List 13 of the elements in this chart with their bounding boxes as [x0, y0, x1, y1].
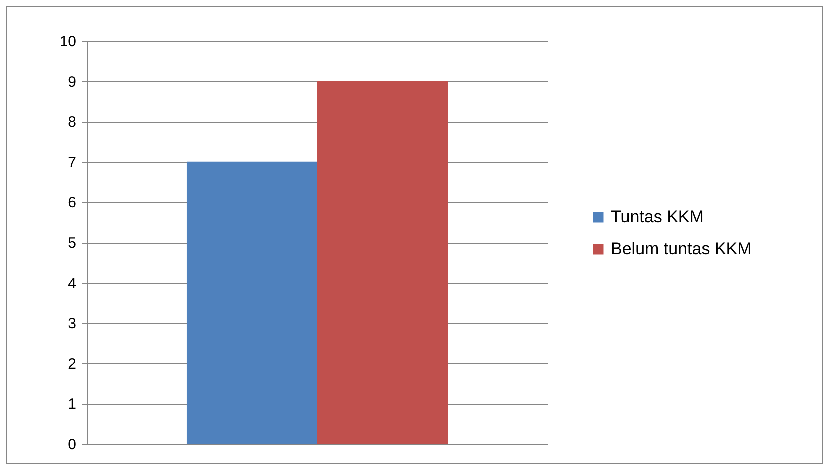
y-tick-label: 10 — [60, 34, 76, 50]
y-tick-label: 4 — [68, 275, 76, 292]
legend-label: Belum tuntas KKM — [611, 240, 752, 258]
y-tick-label: 1 — [68, 396, 76, 414]
legend-label: Tuntas KKM — [611, 208, 704, 226]
y-tick-label: 0 — [68, 436, 76, 454]
y-tick-label: 7 — [68, 154, 76, 172]
y-tick-label: 6 — [68, 194, 76, 212]
y-tick-label: 5 — [68, 235, 76, 252]
y-tick-label: 3 — [68, 316, 76, 333]
y-tick-label: 9 — [68, 74, 76, 91]
y-tick-label: 2 — [68, 356, 76, 373]
y-tick-label: 8 — [68, 114, 76, 132]
